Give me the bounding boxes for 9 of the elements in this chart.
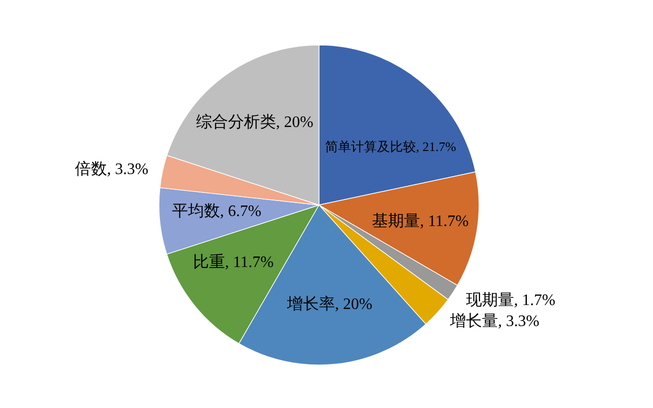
slice-label: 基期量, 11.7% (372, 212, 469, 230)
slice-label: 平均数, 6.7% (172, 203, 262, 220)
slice-label: 倍数, 3.3% (75, 160, 148, 178)
slice-label: 增长率, 20% (286, 295, 372, 313)
slice-label: 综合分析类, 20% (196, 113, 314, 131)
slice-label: 增长量, 3.3% (449, 312, 540, 330)
slice-label: 简单计算及比较, 21.7% (325, 139, 456, 154)
slice-label: 现期量, 1.7% (466, 291, 556, 309)
slice-label: 比重, 11.7% (193, 253, 274, 271)
